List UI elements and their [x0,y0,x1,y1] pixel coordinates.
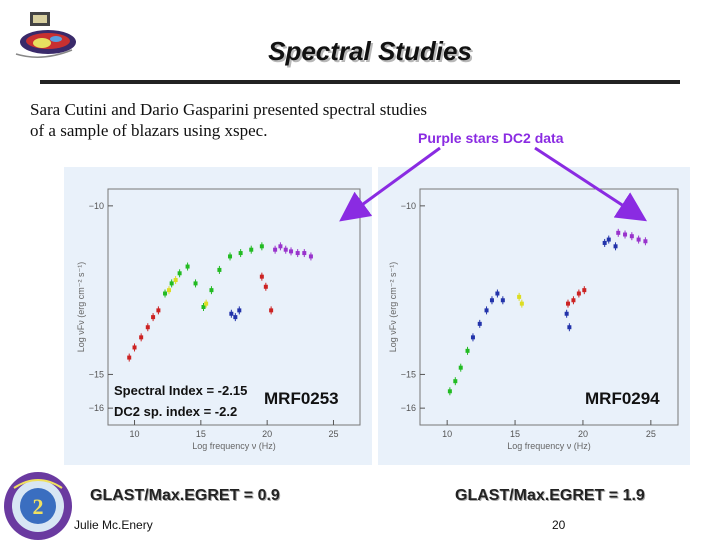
slide-title: Spectral Studies [268,36,472,66]
data-point [263,284,268,289]
data-point [470,335,475,340]
data-point [163,291,168,296]
data-point [145,325,150,330]
page-number: 20 [552,518,566,532]
svg-text:2: 2 [33,494,44,519]
data-point [278,244,283,249]
sed-plot-right-canvas: 10 15 20 25 −10 −15 −16 Log frequency ν (Hz) Log… [388,188,679,451]
data-point [273,247,278,252]
x-tick-label: 25 [646,429,656,439]
data-point [302,251,307,256]
data-point [606,237,611,242]
data-point [233,315,238,320]
data-point [132,345,137,350]
body-text-line-1: Sara Cutini and Dario Gasparini presente… [30,100,428,119]
data-point [519,301,524,306]
data-point [193,281,198,286]
data-point [238,251,243,256]
y-tick-label: −10 [89,201,104,211]
data-point [517,294,522,299]
data-point [151,315,156,320]
data-point [259,244,264,249]
y-tick-label: −15 [401,369,416,379]
x-tick-label: 15 [196,429,206,439]
x-tick-label: 15 [510,429,520,439]
data-point [283,247,288,252]
data-point [602,240,607,245]
data-point [636,237,641,242]
data-point [209,288,214,293]
data-point [495,291,500,296]
data-point [571,298,576,303]
data-point [167,288,172,293]
plot-frame [107,188,361,426]
source-label-left: MRF0253 [264,389,339,408]
data-point [169,281,174,286]
data-point [201,305,206,309]
data-point [237,308,242,313]
sed-plot-right: 10 15 20 25 −10 −15 −16 Log frequency ν (Hz) Log… [378,167,690,465]
ratio-label-left: GLAST/Max.EGRET = 0.9 [90,487,280,504]
data-point [623,232,628,237]
data-point [629,234,634,239]
ratio-label-right: GLAST/Max.EGRET = 1.9 [455,487,645,504]
y-tick-label: −15 [89,369,104,379]
data-point [489,298,494,303]
data-point [295,251,300,256]
data-point [127,355,132,360]
data-point [173,278,178,283]
y-tick-label: −10 [401,201,416,211]
data-point [289,249,294,254]
data-point [564,311,569,316]
source-label-right: MRF0294 [585,389,660,408]
y-axis-label: Log νFν (erg cm⁻² s⁻¹) [76,262,86,353]
data-point [613,244,618,249]
title-divider [40,80,680,84]
data-point [229,311,234,316]
spectral-index-label: Spectral Index = -2.15 [114,383,248,398]
data-point [567,325,572,330]
data-point [217,267,222,272]
data-point [643,239,648,244]
author-name: Julie Mc.Enery [74,518,153,532]
data-point [566,301,571,306]
data-point [465,348,470,353]
data-point [259,274,264,279]
y-axis-label: Log νFν (erg cm⁻² s⁻¹) [388,262,398,353]
sed-plot-left-canvas: 10 15 20 25 −10 −15 −16 Log frequency ν (Hz) Log… [76,188,361,451]
data-point [177,271,182,276]
glast-mission-logo-icon [12,6,78,64]
x-tick-label: 10 [130,429,140,439]
x-axis-label: Log frequency ν (Hz) [192,441,276,451]
data-point [228,254,233,259]
data-point [453,379,458,384]
data-point [269,308,274,313]
data-point [616,230,621,235]
data-point [156,308,161,313]
y-tick-label: −16 [401,403,416,413]
y-tick-label: −16 [89,403,104,413]
x-tick-label: 20 [578,429,588,439]
sed-plot-left: 10 15 20 25 −10 −15 −16 Log frequency ν (Hz) Log… [64,167,372,465]
data-challenge-2-seal-icon: 2 [0,466,78,540]
x-tick-label: 10 [442,429,452,439]
data-point [204,301,209,306]
data-point [500,298,505,303]
x-tick-label: 20 [262,429,272,439]
data-point [477,321,482,326]
x-axis-label: Log frequency ν (Hz) [507,441,591,451]
data-point [249,247,254,252]
x-tick-label: 25 [328,429,338,439]
data-point [139,335,144,340]
data-point [185,264,190,269]
data-point [576,291,581,296]
body-text-line-2: of a sample of blazars using xspec. [30,121,268,140]
purple-stars-note: Purple stars DC2 data [418,130,564,146]
data-point [447,389,452,394]
data-point [308,254,313,259]
data-point [458,365,463,370]
data-point [582,288,587,293]
data-point [484,308,489,313]
dc2-index-label: DC2 sp. index = -2.2 [114,404,238,419]
